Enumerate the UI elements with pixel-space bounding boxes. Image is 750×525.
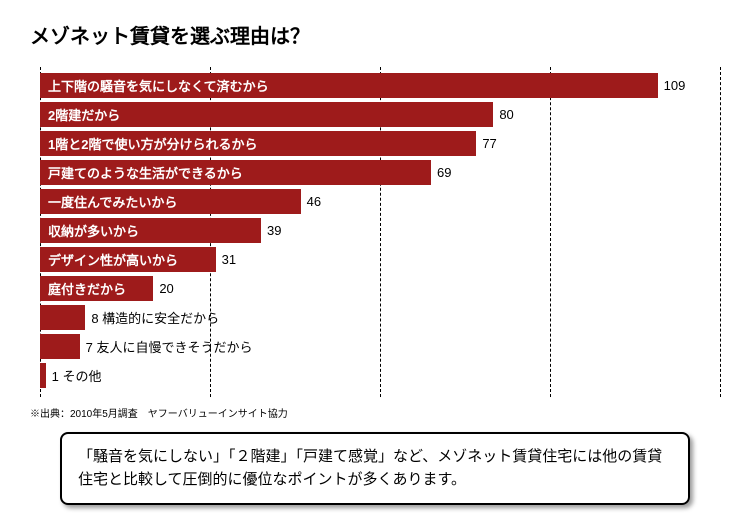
bar: 一度住んでみたいから46 <box>40 189 301 214</box>
bar: 1階と2階で使い方が分けられるから77 <box>40 131 476 156</box>
bar: 2階建だから80 <box>40 102 493 127</box>
bar-row: 収納が多いから 39 <box>40 218 720 243</box>
bar-value: 39 <box>267 223 281 238</box>
bar: 1 その他 <box>40 363 46 388</box>
bar-label: 2階建だから <box>40 105 120 124</box>
bar: 上下階の騒音を気にしなくて済むから109 <box>40 73 658 98</box>
bar: 8 構造的に安全だから <box>40 305 85 330</box>
bar-value: 20 <box>159 281 173 296</box>
bar: デザイン性が高いから31 <box>40 247 216 272</box>
bar-row: 1 その他 <box>40 363 720 388</box>
bar-value: 77 <box>482 136 496 151</box>
chart-title: メゾネット賃貸を選ぶ理由は？ <box>30 20 720 49</box>
bar-row: 一度住んでみたいから 46 <box>40 189 720 214</box>
bar-label: 戸建てのような生活ができるから <box>40 163 243 182</box>
source-text: ※出典：2010年5月調査 ヤフーバリューインサイト協力 <box>30 405 720 420</box>
bar-value-label: 1 その他 <box>52 366 102 385</box>
bar-label: 一度住んでみたいから <box>40 192 177 211</box>
bar-row: 庭付きだから 20 <box>40 276 720 301</box>
bar-row: デザイン性が高いから 31 <box>40 247 720 272</box>
bar: 戸建てのような生活ができるから69 <box>40 160 431 185</box>
bar-row: 8 構造的に安全だから <box>40 305 720 330</box>
bar-value: 109 <box>664 78 686 93</box>
bars-container: 上下階の騒音を気にしなくて済むから 109 2階建だから 80 1階と2階で使い方が分け… <box>40 67 720 388</box>
bar-value-label: 8 構造的に安全だから <box>91 308 219 327</box>
bar-value: 69 <box>437 165 451 180</box>
bar-value: 46 <box>307 194 321 209</box>
bar-row: 1階と2階で使い方が分けられるから 77 <box>40 131 720 156</box>
bar-label: 庭付きだから <box>40 279 126 298</box>
bar: 庭付きだから20 <box>40 276 153 301</box>
bar-row: 戸建てのような生活ができるから 69 <box>40 160 720 185</box>
bar-row: 7 友人に自慢できそうだから <box>40 334 720 359</box>
bar-row: 上下階の騒音を気にしなくて済むから 109 <box>40 73 720 98</box>
bar-label: 1階と2階で使い方が分けられるから <box>40 134 257 153</box>
summary-box: 「騒音を気にしない」「２階建」「戸建て感覚」など、メゾネット賃貸住宅には他の賃貸… <box>60 432 690 505</box>
gridline <box>720 67 721 397</box>
bar-row: 2階建だから 80 <box>40 102 720 127</box>
bar: 7 友人に自慢できそうだから <box>40 334 80 359</box>
bar-label: 上下階の騒音を気にしなくて済むから <box>40 76 269 95</box>
bar-label: デザイン性が高いから <box>40 250 178 269</box>
bar-label: 収納が多いから <box>40 221 139 240</box>
chart-area: 上下階の騒音を気にしなくて済むから 109 2階建だから 80 1階と2階で使い方が分け… <box>40 67 720 397</box>
bar-value: 80 <box>499 107 513 122</box>
bar: 収納が多いから39 <box>40 218 261 243</box>
bar-value-label: 7 友人に自慢できそうだから <box>86 337 253 356</box>
bar-value: 31 <box>222 252 236 267</box>
